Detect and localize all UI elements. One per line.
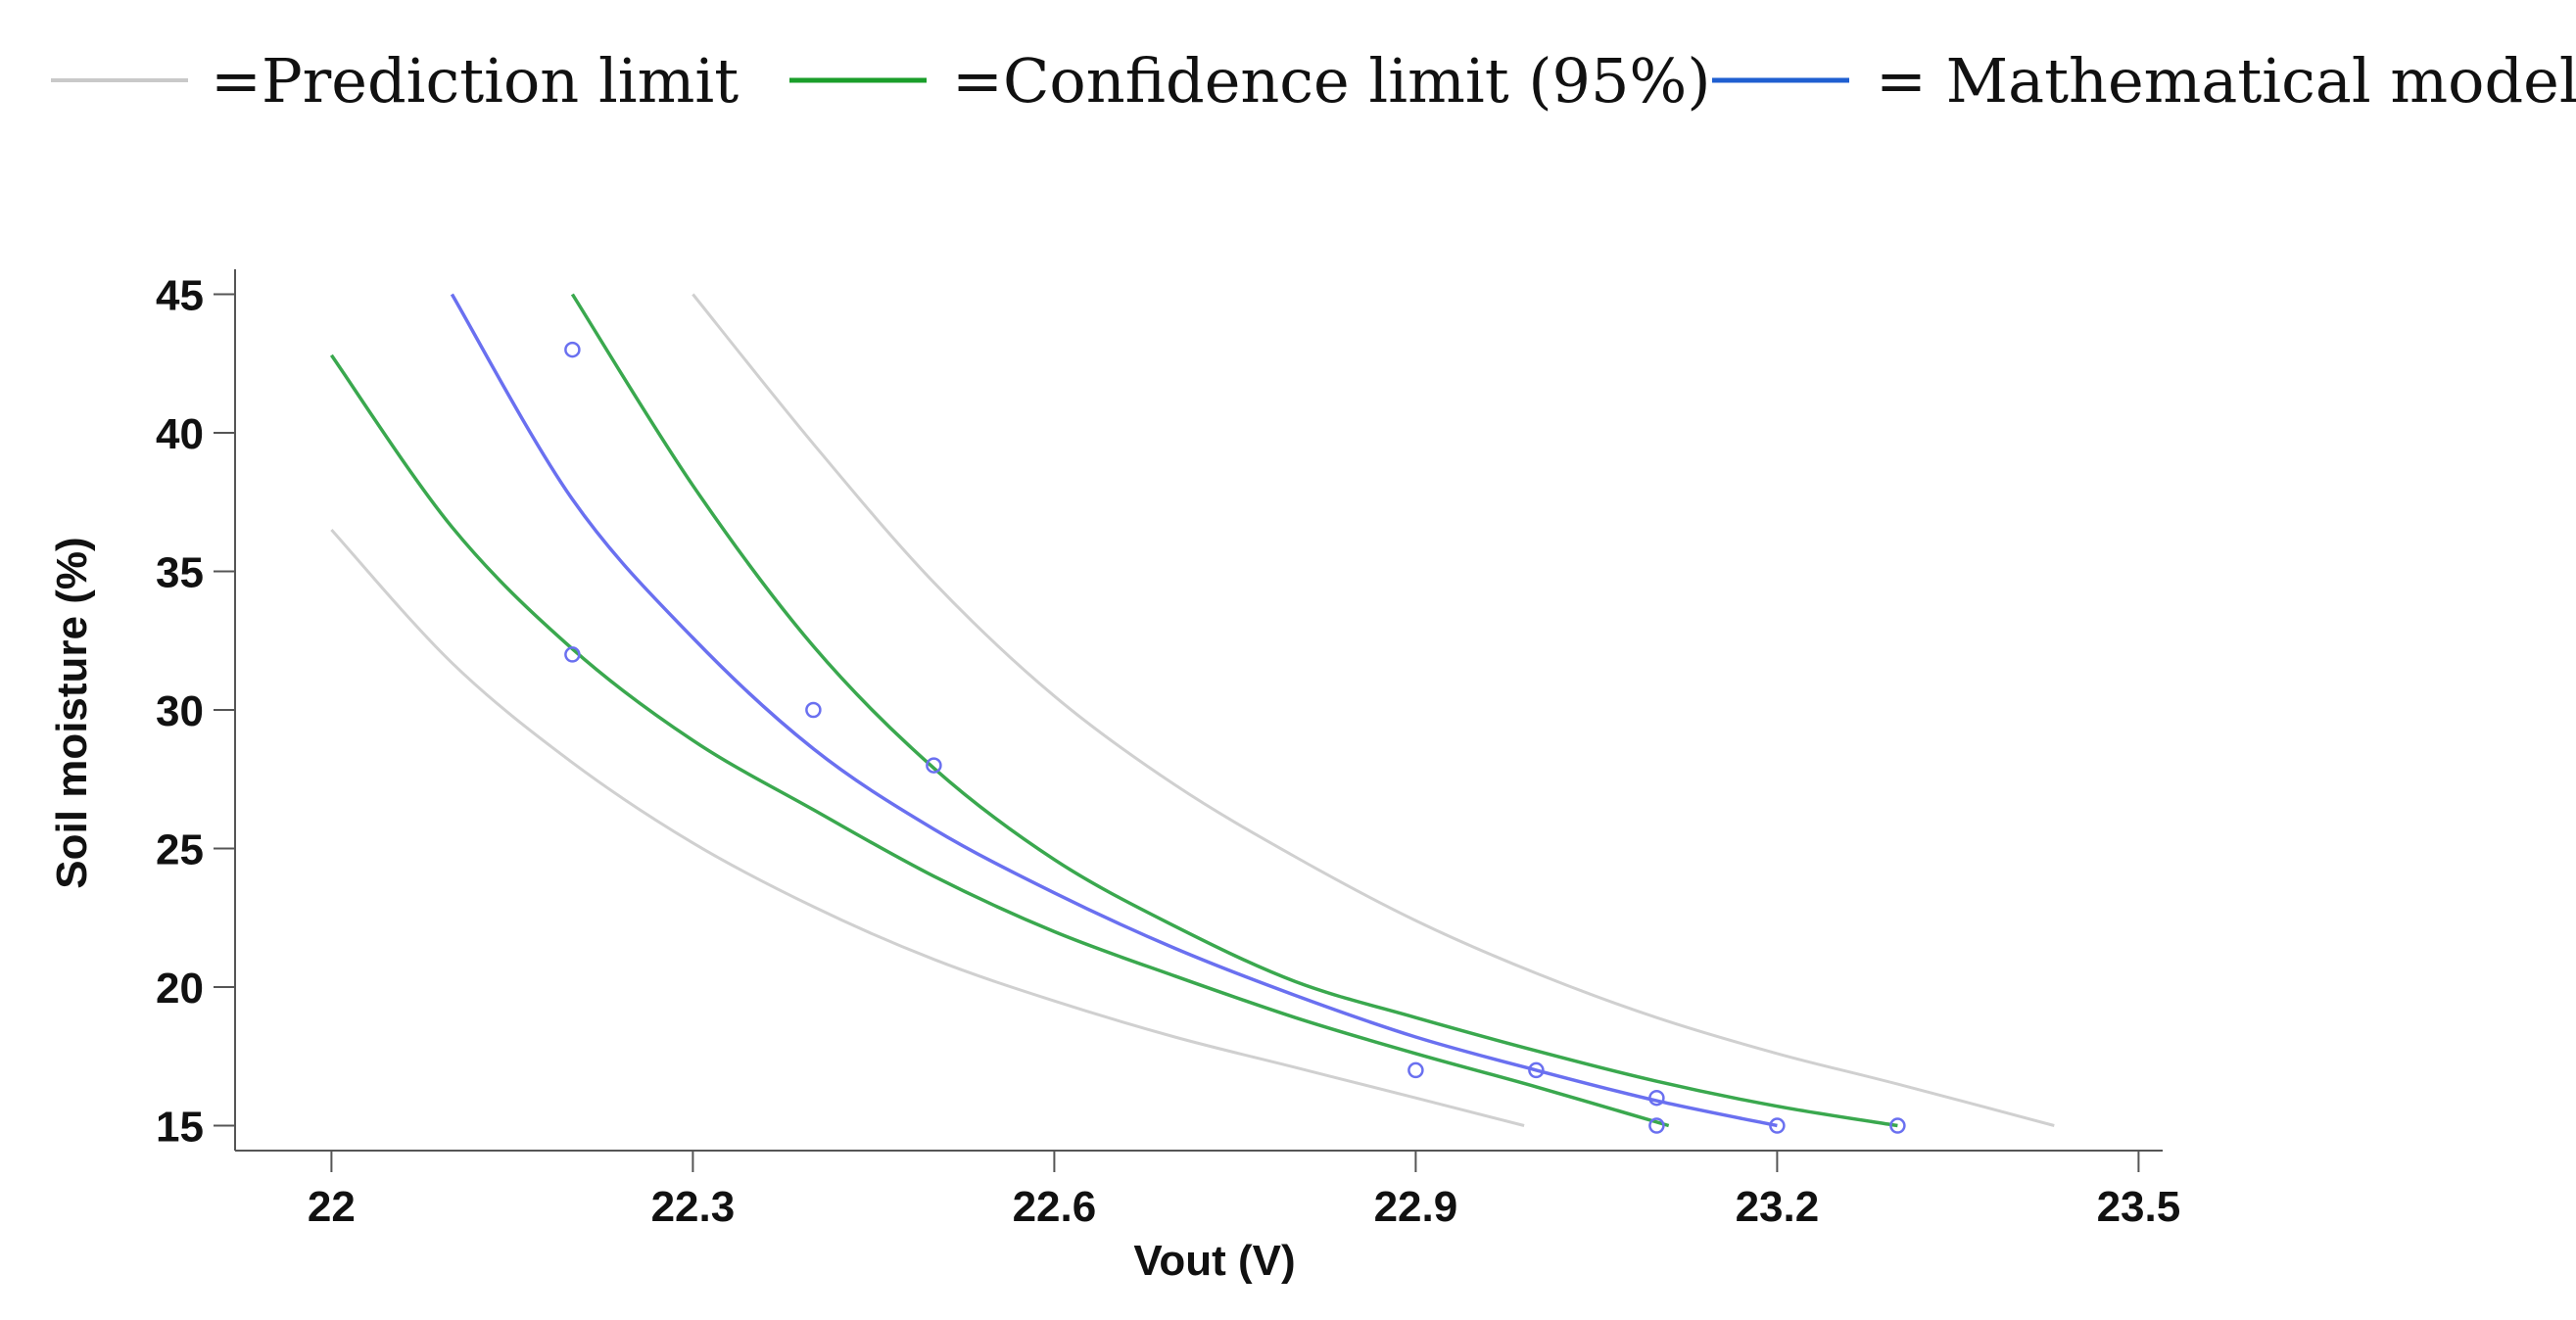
legend-item-confidence: =Confidence limit (95%) xyxy=(789,45,1711,117)
points-layer xyxy=(564,341,1906,1134)
data-point xyxy=(926,757,942,774)
y-ticks: 15 20 25 30 35 40 45 xyxy=(156,271,235,1152)
y-axis: 15 20 25 30 35 40 45 xyxy=(156,269,236,1152)
series-line-model xyxy=(450,293,1778,1128)
data-point xyxy=(564,341,581,358)
legend-item-model: = Mathematical model xyxy=(1712,45,2576,117)
x-tick-label: 22.6 xyxy=(1013,1183,1097,1231)
y-tick-label: 15 xyxy=(156,1104,204,1152)
legend-label-confidence: =Confidence limit (95%) xyxy=(952,45,1711,117)
data-point xyxy=(1889,1117,1906,1134)
series-line-confidence xyxy=(570,293,1898,1128)
x-axis-title: Vout (V) xyxy=(1133,1237,1295,1285)
y-tick-label: 35 xyxy=(156,548,204,596)
y-tick-label: 20 xyxy=(156,965,204,1013)
y-tick-label: 30 xyxy=(156,687,204,735)
y-tick-label: 25 xyxy=(156,826,204,874)
legend-label-model: = Mathematical model xyxy=(1876,45,2576,117)
legend-label-prediction: =Prediction limit xyxy=(211,45,739,117)
x-ticks: 22 22.3 22.6 22.9 23.2 23.5 xyxy=(308,1151,2180,1231)
series-layer xyxy=(329,293,2055,1128)
x-tick-label: 22 xyxy=(308,1183,356,1231)
x-tick-label: 22.3 xyxy=(651,1183,736,1231)
series-line-prediction xyxy=(330,528,1525,1127)
data-point xyxy=(1407,1061,1424,1079)
data-point xyxy=(805,701,822,719)
data-point xyxy=(1648,1117,1665,1134)
legend-item-prediction: =Prediction limit xyxy=(51,45,739,117)
x-tick-label: 22.9 xyxy=(1374,1183,1458,1231)
x-tick-label: 23.5 xyxy=(2097,1183,2181,1231)
series-line-prediction xyxy=(692,293,2055,1127)
y-tick-label: 40 xyxy=(156,410,204,458)
series-line-confidence xyxy=(329,354,1670,1128)
y-tick-label: 45 xyxy=(156,271,204,319)
data-point xyxy=(1769,1117,1786,1134)
data-point xyxy=(1528,1061,1545,1079)
y-axis-title: Soil moisture (%) xyxy=(48,537,96,888)
x-axis: 22 22.3 22.6 22.9 23.2 23.5 xyxy=(235,1150,2180,1231)
data-point xyxy=(1648,1089,1665,1107)
x-tick-label: 23.2 xyxy=(1736,1183,1820,1231)
legend: =Prediction limit =Confidence limit (95%… xyxy=(51,45,2576,117)
data-point xyxy=(564,646,581,663)
